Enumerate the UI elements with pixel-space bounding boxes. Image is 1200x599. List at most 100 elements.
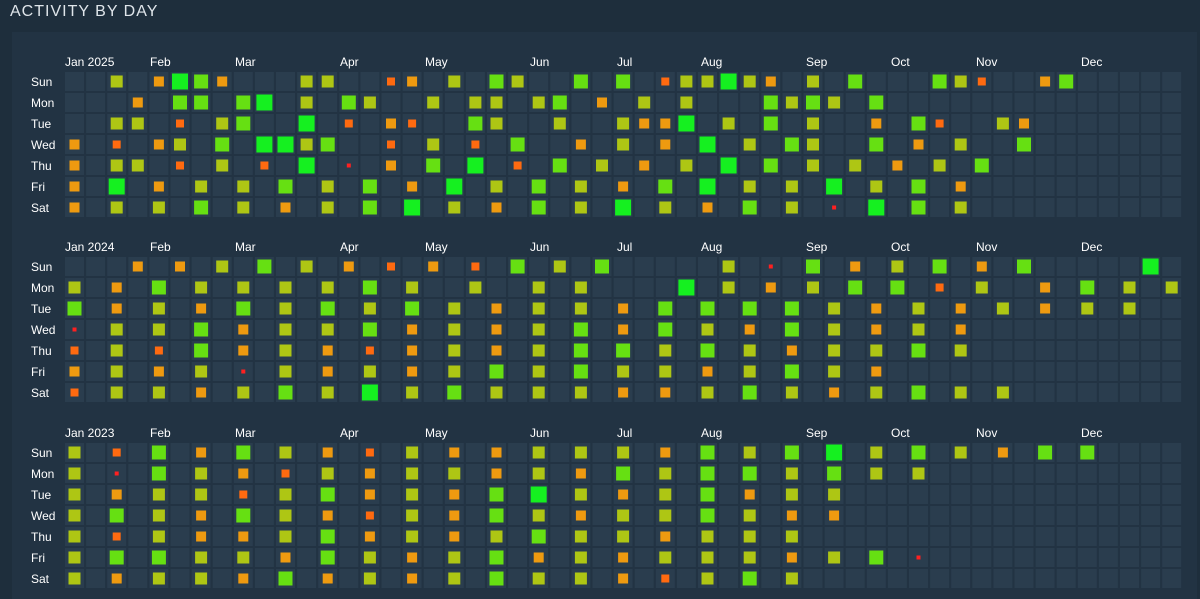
empty-cell [845, 177, 865, 196]
activity-cell [152, 509, 165, 522]
empty-cell [1120, 320, 1139, 339]
activity-cell [848, 74, 863, 89]
empty-cell [550, 299, 570, 318]
activity-cell [406, 509, 419, 522]
empty-cell [254, 527, 274, 546]
activity-cell [236, 95, 251, 110]
activity-cell [531, 200, 546, 215]
empty-cell [508, 299, 528, 318]
empty-cell [993, 485, 1013, 504]
empty-cell [1120, 506, 1139, 525]
empty-cell [592, 548, 612, 567]
empty-cell [529, 135, 549, 154]
activity-cell [763, 116, 778, 131]
month-label: Aug [701, 426, 722, 440]
empty-cell [676, 383, 696, 402]
empty-cell [254, 464, 274, 483]
activity-cell [618, 552, 629, 563]
activity-cell [806, 95, 820, 110]
day-label: Wed [31, 509, 55, 523]
empty-cell [508, 569, 528, 588]
empty-cell [423, 299, 443, 318]
empty-cell [1077, 464, 1097, 483]
empty-cell [951, 464, 971, 483]
empty-cell [360, 114, 380, 133]
empty-cell [170, 506, 190, 525]
empty-cell [676, 443, 696, 462]
activity-cell [361, 384, 378, 401]
empty-cell [487, 257, 506, 276]
empty-cell [1077, 548, 1097, 567]
empty-cell [1162, 362, 1182, 381]
month-label: Mar [235, 55, 256, 69]
empty-cell [698, 114, 717, 133]
empty-cell [86, 506, 106, 525]
empty-cell [634, 362, 654, 381]
activity-cell [511, 75, 524, 88]
activity-cell [363, 551, 376, 564]
empty-cell [1014, 464, 1034, 483]
empty-cell [824, 156, 844, 175]
activity-cell [785, 96, 798, 109]
empty-cell [719, 341, 739, 360]
activity-cell [617, 446, 630, 459]
empty-cell [1098, 341, 1118, 360]
month-label: Jun [530, 240, 549, 254]
activity-cell [279, 323, 292, 336]
activity-cell [763, 158, 778, 173]
empty-cell [423, 114, 443, 133]
empty-cell [1141, 198, 1161, 217]
activity-cell [829, 510, 840, 521]
empty-cell [719, 177, 739, 196]
empty-cell [993, 569, 1013, 588]
empty-cell [676, 177, 696, 196]
empty-cell [191, 156, 211, 175]
empty-cell [972, 114, 992, 133]
empty-cell [972, 320, 992, 339]
activity-cell [532, 365, 545, 378]
empty-cell [592, 443, 612, 462]
activity-cell [659, 551, 672, 564]
empty-cell [1098, 278, 1118, 297]
empty-cell [592, 177, 612, 196]
month-label: Mar [235, 240, 256, 254]
activity-cell [807, 117, 819, 130]
activity-cell [658, 322, 673, 337]
empty-cell [86, 383, 106, 402]
empty-cell [508, 485, 528, 504]
empty-cell [465, 443, 485, 462]
empty-cell [339, 341, 359, 360]
activity-cell [617, 138, 630, 151]
activity-cell [280, 202, 291, 213]
empty-cell [845, 569, 865, 588]
activity-cell [871, 366, 882, 377]
empty-cell [1141, 527, 1161, 546]
empty-cell [212, 443, 232, 462]
empty-cell [887, 93, 907, 112]
empty-cell [1077, 156, 1097, 175]
empty-cell [1098, 383, 1118, 402]
activity-cell [152, 530, 165, 543]
activity-cell [489, 550, 504, 565]
empty-cell [719, 135, 739, 154]
activity-cell [172, 73, 188, 90]
empty-cell [845, 299, 865, 318]
empty-cell [1141, 506, 1161, 525]
empty-cell [1056, 362, 1076, 381]
activity-cell [659, 365, 672, 378]
activity-cell [449, 447, 460, 458]
activity-cell [387, 77, 395, 86]
empty-cell [339, 320, 359, 339]
month-label: Oct [891, 55, 910, 69]
empty-cell [930, 341, 950, 360]
empty-cell [444, 135, 464, 154]
empty-cell [613, 156, 633, 175]
empty-cell [529, 257, 549, 276]
activity-cell [574, 446, 587, 459]
empty-cell [930, 506, 950, 525]
activity-cell [322, 345, 333, 356]
activity-cell [110, 117, 123, 130]
empty-cell [993, 548, 1013, 567]
month-label: Apr [340, 240, 359, 254]
activity-cell [786, 552, 797, 563]
